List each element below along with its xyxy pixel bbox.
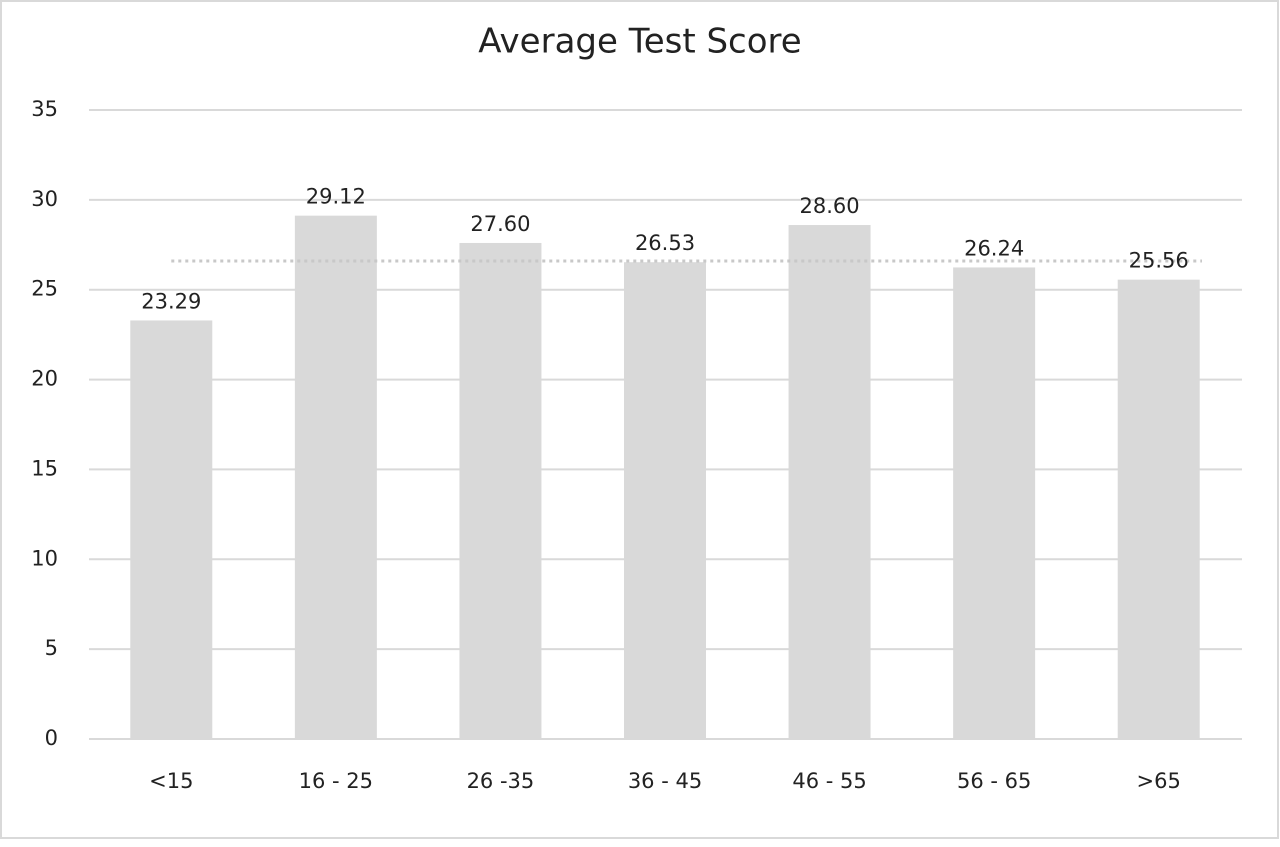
y-tick-label: 35 <box>31 97 58 121</box>
x-tick-label: 26 -35 <box>467 769 535 793</box>
x-tick-label: 56 - 65 <box>957 769 1031 793</box>
x-tick-label: <15 <box>149 769 193 793</box>
value-label: 28.60 <box>800 194 860 218</box>
value-label: 23.29 <box>141 289 201 313</box>
bar <box>788 225 871 739</box>
bar <box>624 262 706 739</box>
x-tick-label: 16 - 25 <box>299 769 373 793</box>
y-tick-label: 20 <box>31 367 58 391</box>
bar <box>953 267 1036 739</box>
bar <box>130 320 213 739</box>
bar <box>459 242 542 739</box>
y-tick-label: 25 <box>31 277 58 301</box>
bar <box>294 215 377 739</box>
y-tick-label: 0 <box>45 726 58 750</box>
value-label: 27.60 <box>470 212 530 236</box>
chart-title: Average Test Score <box>478 22 801 62</box>
value-label: 29.12 <box>306 185 366 209</box>
y-tick-label: 10 <box>31 546 58 570</box>
value-label: 26.24 <box>964 236 1024 260</box>
x-tick-label: 46 - 55 <box>792 769 866 793</box>
y-tick-label: 5 <box>45 636 58 660</box>
y-tick-label: 15 <box>31 456 58 480</box>
value-label: 25.56 <box>1129 249 1189 273</box>
bar <box>1117 279 1200 739</box>
x-tick-label: >65 <box>1137 769 1181 793</box>
x-tick-label: 36 - 45 <box>628 769 702 793</box>
y-tick-label: 30 <box>31 187 58 211</box>
value-label: 26.53 <box>635 231 695 255</box>
